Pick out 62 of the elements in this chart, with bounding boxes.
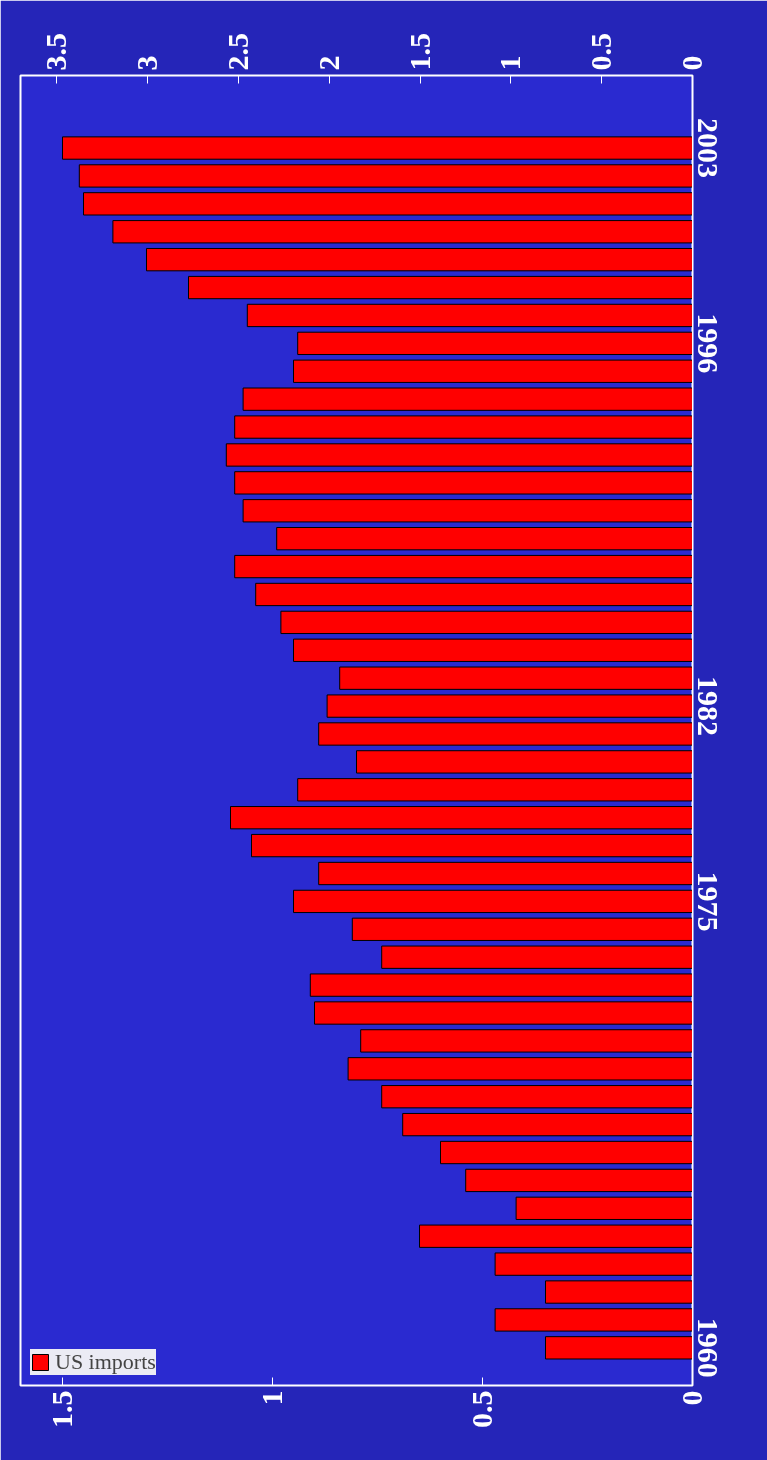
bar	[326, 694, 693, 718]
bar	[188, 275, 693, 300]
bar	[339, 666, 693, 690]
bar	[515, 1196, 693, 1220]
bar	[419, 1224, 693, 1248]
bar	[545, 1280, 693, 1304]
x2-tick-label: 3.5	[39, 33, 73, 71]
x-tick-label: 0	[675, 1390, 708, 1406]
bar	[293, 889, 693, 914]
bar	[62, 136, 693, 160]
x-tick-label: 1.5	[45, 1390, 78, 1428]
bar	[146, 247, 693, 272]
bar	[381, 1085, 693, 1109]
bar	[381, 945, 693, 969]
bar	[83, 192, 693, 216]
bar	[356, 750, 693, 774]
bar	[251, 833, 693, 858]
x-tick-label: 1	[255, 1390, 288, 1406]
bar	[318, 861, 693, 886]
x2-tick-label: 2.5	[220, 33, 254, 71]
y-tick-label: 1975	[691, 871, 725, 932]
y-tick-label: 1996	[691, 313, 725, 374]
bar	[494, 1308, 693, 1332]
bar	[465, 1168, 693, 1193]
x2-tick-label: 2	[311, 55, 345, 71]
bar	[297, 331, 693, 356]
bar	[293, 359, 693, 383]
y-tick-label: 2003	[691, 118, 725, 179]
bar	[402, 1112, 693, 1137]
bar	[246, 303, 693, 328]
bar	[234, 471, 693, 495]
bar	[293, 638, 693, 662]
bar	[347, 1057, 693, 1081]
x2-tick-label: 1	[493, 55, 527, 71]
bar	[242, 387, 693, 411]
bar	[112, 220, 693, 244]
bar	[255, 582, 693, 607]
bar	[440, 1140, 693, 1165]
y-tick-label: 1960	[691, 1317, 725, 1378]
bar	[297, 778, 693, 802]
bar	[318, 722, 693, 746]
bar	[314, 1001, 693, 1025]
x2-tick-label: 0	[675, 55, 708, 71]
x2-tick-label: 1.5	[402, 33, 436, 71]
bar	[494, 1252, 693, 1276]
legend-label: US imports	[55, 1349, 156, 1375]
bar	[234, 415, 693, 439]
bar	[351, 917, 693, 941]
bar	[280, 610, 693, 635]
x2-tick-label: 3	[130, 55, 164, 71]
x-tick-label: 0.5	[465, 1390, 498, 1428]
bar	[78, 164, 693, 188]
y-tick-label: 1982	[691, 676, 725, 737]
bar	[276, 527, 693, 551]
bar	[234, 554, 693, 579]
bar	[545, 1336, 693, 1360]
bar	[309, 973, 693, 997]
bar	[242, 499, 693, 523]
bar	[360, 1029, 693, 1053]
x2-tick-label: 0.5	[584, 33, 618, 71]
bar	[230, 806, 693, 830]
bar	[225, 443, 693, 467]
